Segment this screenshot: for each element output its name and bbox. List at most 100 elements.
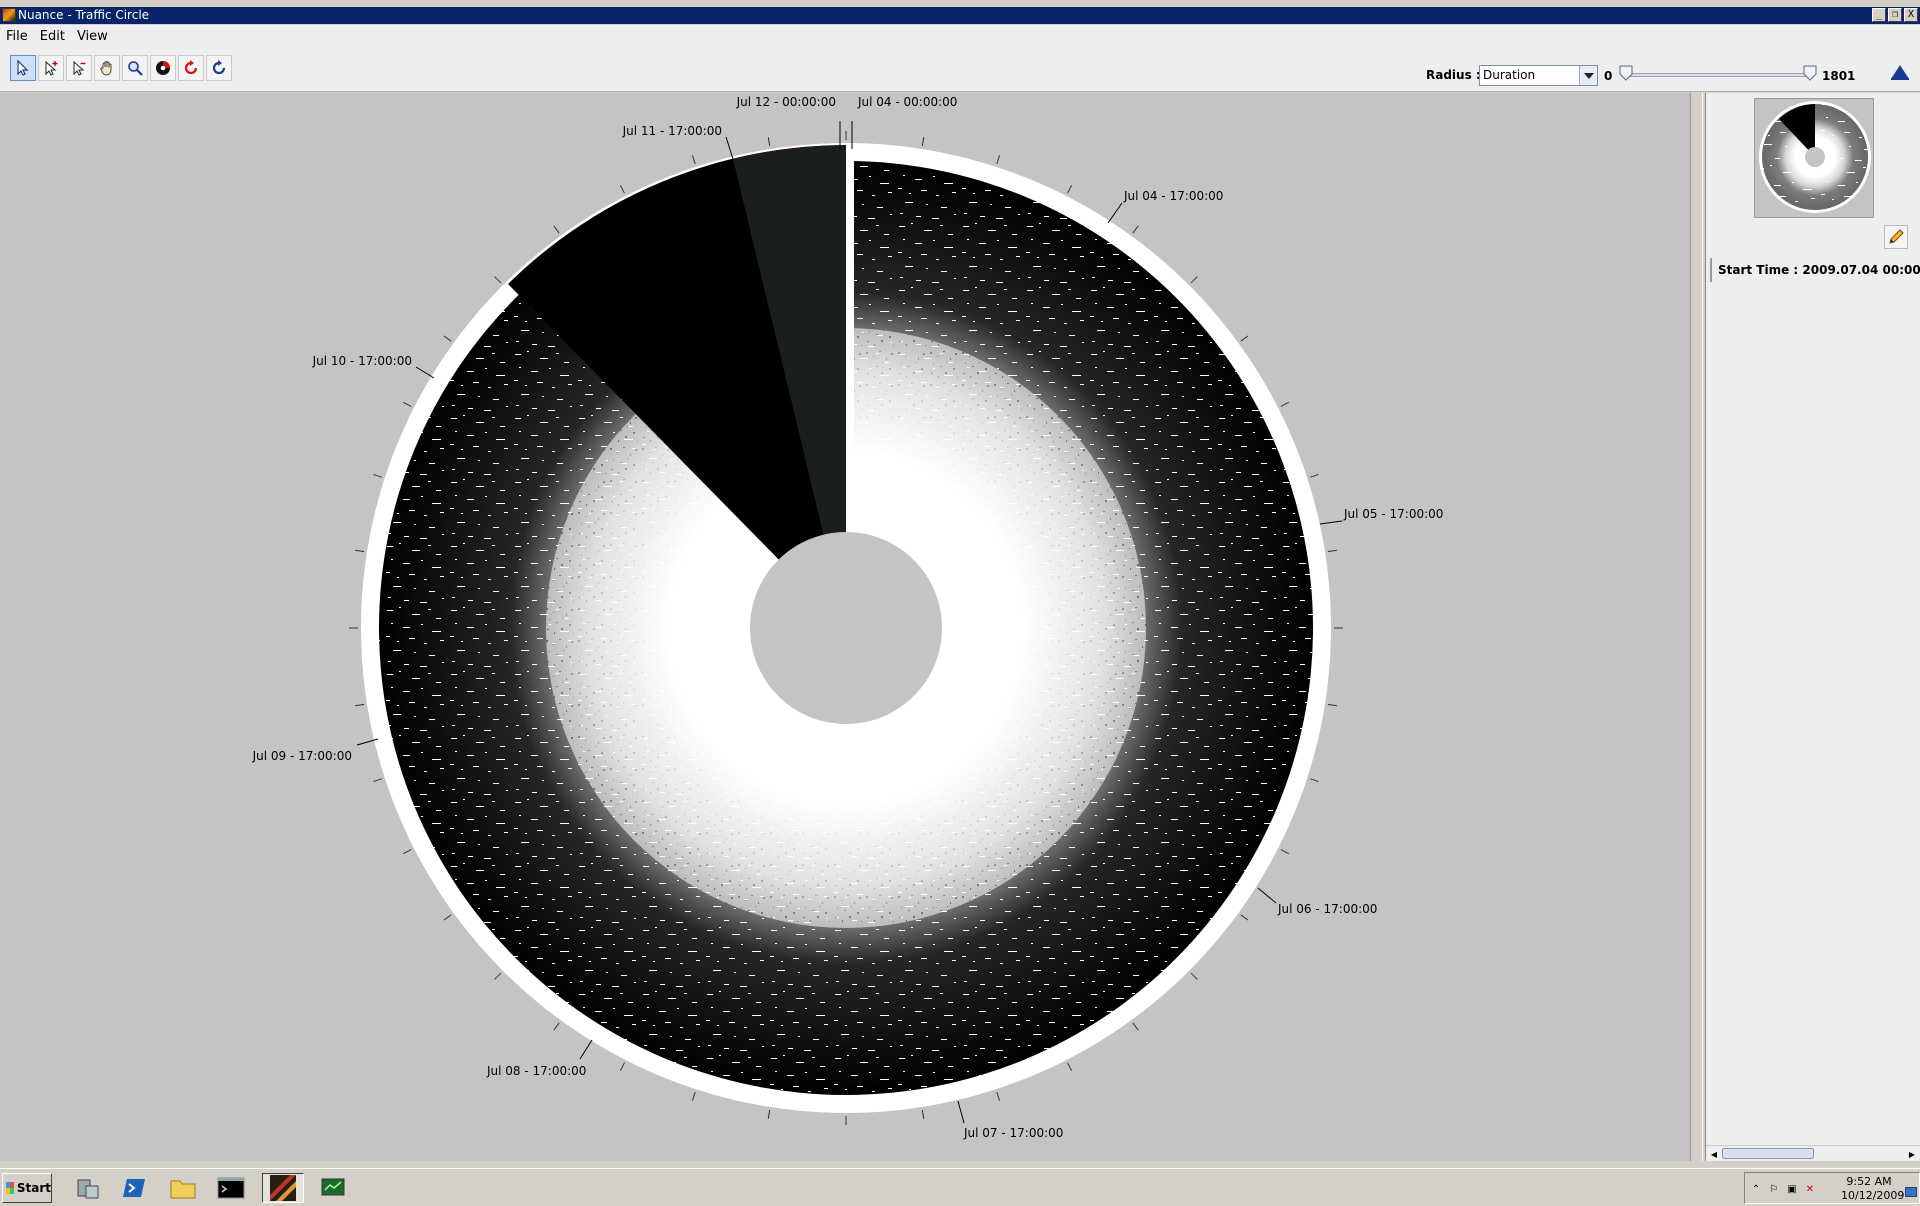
system-tray: ⌃ ⚐ ▣ ✕ 9:52 AM 10/12/2009 bbox=[1744, 1172, 1920, 1204]
powershell-icon[interactable] bbox=[114, 1173, 156, 1203]
minor-tick bbox=[619, 1062, 625, 1072]
chevron-down-icon[interactable] bbox=[1579, 66, 1597, 85]
reload-red-button[interactable] bbox=[178, 55, 204, 81]
label-leader-line bbox=[579, 1039, 593, 1060]
radius-label: Radius : bbox=[1426, 68, 1481, 82]
time-label: Jul 09 - 17:00:00 bbox=[252, 749, 352, 763]
minor-tick bbox=[402, 849, 412, 855]
minor-tick bbox=[373, 473, 383, 478]
add-select-tool-button[interactable] bbox=[38, 55, 64, 81]
slider-max-value: 1801 bbox=[1822, 69, 1856, 83]
color-tool-button[interactable] bbox=[150, 55, 176, 81]
select-arrow-icon bbox=[17, 59, 29, 76]
time-label: Jul 08 - 17:00:00 bbox=[486, 1064, 586, 1078]
refresh-red-icon bbox=[184, 60, 198, 75]
start-button[interactable]: Start bbox=[2, 1173, 52, 1203]
time-label: Jul 05 - 17:00:00 bbox=[1343, 507, 1443, 521]
slider-min-value: 0 bbox=[1604, 69, 1613, 83]
subtract-select-tool-button[interactable] bbox=[66, 55, 92, 81]
minor-tick bbox=[1067, 1062, 1073, 1072]
scroll-right-icon[interactable]: ▶ bbox=[1908, 1149, 1916, 1159]
menu-view[interactable]: View bbox=[76, 28, 108, 44]
volume-muted-icon[interactable]: ✕ bbox=[1805, 1183, 1815, 1195]
network-icon[interactable]: ▣ bbox=[1787, 1183, 1797, 1195]
select-tool-button[interactable] bbox=[10, 55, 36, 81]
minor-tick bbox=[767, 1109, 771, 1119]
show-desktop-button[interactable] bbox=[1905, 1187, 1917, 1197]
restore-button[interactable]: ❐ bbox=[1888, 8, 1902, 22]
minor-tick bbox=[1309, 778, 1319, 783]
overview-thumbnail[interactable] bbox=[1754, 98, 1874, 218]
minor-tick bbox=[1327, 703, 1337, 707]
minor-tick bbox=[691, 1091, 696, 1101]
label-leader-line bbox=[1107, 202, 1123, 224]
explorer-folder-icon[interactable] bbox=[162, 1173, 204, 1203]
pan-tool-button[interactable] bbox=[94, 55, 120, 81]
radius-dropdown[interactable]: Duration bbox=[1479, 65, 1598, 86]
action-center-flag-icon[interactable]: ⚐ bbox=[1769, 1183, 1779, 1195]
label-leader-line bbox=[415, 366, 435, 379]
zoom-magnifier-icon bbox=[128, 61, 143, 76]
pencil-icon bbox=[1889, 229, 1904, 244]
minor-tick bbox=[996, 1091, 1001, 1101]
minor-tick bbox=[1327, 549, 1337, 553]
minor-tick bbox=[1190, 972, 1198, 980]
scrollbar-thumb[interactable] bbox=[1722, 1148, 1814, 1159]
time-axis-ticks bbox=[349, 131, 1343, 1125]
refresh-blue-icon bbox=[212, 60, 226, 75]
clock-time: 9:52 AM bbox=[1846, 1175, 1892, 1188]
network-monitor-icon[interactable] bbox=[312, 1173, 354, 1203]
minor-tick bbox=[443, 914, 452, 921]
minor-tick bbox=[553, 1022, 560, 1031]
window-titlebar: Nuance - Traffic Circle _ ❐ X bbox=[0, 7, 1920, 24]
label-leader-line bbox=[1257, 887, 1277, 904]
collapse-panel-button[interactable] bbox=[1888, 60, 1912, 84]
show-hidden-icon[interactable]: ⌃ bbox=[1751, 1183, 1761, 1195]
reload-blue-button[interactable] bbox=[206, 55, 232, 81]
slider-low-thumb[interactable] bbox=[1619, 65, 1633, 81]
close-button[interactable]: X bbox=[1904, 8, 1918, 22]
minor-tick bbox=[402, 401, 412, 407]
app-icon bbox=[2, 8, 16, 22]
scroll-left-icon[interactable]: ◀ bbox=[1710, 1149, 1718, 1159]
time-label: Jul 04 - 17:00:00 bbox=[1123, 189, 1223, 203]
menu-file[interactable]: File bbox=[6, 28, 28, 44]
minor-tick bbox=[921, 137, 925, 147]
sidebar-horizontal-scrollbar[interactable]: ◀ ▶ bbox=[1706, 1145, 1920, 1161]
start-time-checkbox[interactable] bbox=[1710, 258, 1712, 282]
minor-tick bbox=[355, 703, 365, 707]
zoom-tool-button[interactable] bbox=[122, 55, 148, 81]
minor-tick bbox=[1190, 276, 1198, 284]
panel-splitter[interactable] bbox=[1690, 93, 1703, 1161]
tool-group bbox=[10, 55, 232, 81]
minor-tick bbox=[767, 137, 771, 147]
command-prompt-icon[interactable] bbox=[210, 1173, 252, 1203]
nuance-app-icon[interactable] bbox=[262, 1173, 304, 1203]
time-label: Jul 11 - 17:00:00 bbox=[622, 124, 722, 138]
time-labels: Jul 04 - 00:00:00 Jul 04 - 17:00:00 Jul 05… bbox=[252, 95, 1444, 1140]
minor-tick bbox=[1280, 401, 1290, 407]
slider-high-thumb[interactable] bbox=[1803, 65, 1817, 81]
label-leader-line bbox=[356, 738, 379, 746]
menu-edit[interactable]: Edit bbox=[39, 28, 65, 44]
clock-date: 10/12/2009 bbox=[1841, 1189, 1905, 1202]
time-label: Jul 10 - 17:00:00 bbox=[312, 354, 412, 368]
overview-circle bbox=[1759, 101, 1871, 213]
minor-tick bbox=[1309, 473, 1319, 478]
clock[interactable]: 9:52 AM 10/12/2009 bbox=[1841, 1175, 1905, 1203]
edit-button[interactable] bbox=[1884, 225, 1908, 249]
radius-range-slider[interactable] bbox=[1624, 73, 1812, 77]
minimize-button[interactable]: _ bbox=[1872, 8, 1886, 22]
minor-tick bbox=[921, 1109, 925, 1119]
pan-hand-icon bbox=[100, 61, 112, 76]
traffic-circle[interactable]: Jul 04 - 00:00:00 Jul 04 - 17:00:00 Jul 05… bbox=[0, 93, 1690, 1161]
window-controls: _ ❐ X bbox=[1872, 8, 1918, 22]
label-leader-line bbox=[1319, 520, 1343, 525]
minor-tick bbox=[1240, 914, 1249, 921]
time-label: Jul 12 - 00:00:00 bbox=[736, 95, 836, 109]
server-manager-icon[interactable] bbox=[66, 1173, 108, 1203]
traffic-circle-canvas[interactable]: Jul 04 - 00:00:00 Jul 04 - 17:00:00 Jul 05… bbox=[0, 93, 1690, 1161]
minor-tick bbox=[494, 276, 502, 284]
minor-tick bbox=[1280, 849, 1290, 855]
time-label: Jul 04 - 00:00:00 bbox=[857, 95, 957, 109]
